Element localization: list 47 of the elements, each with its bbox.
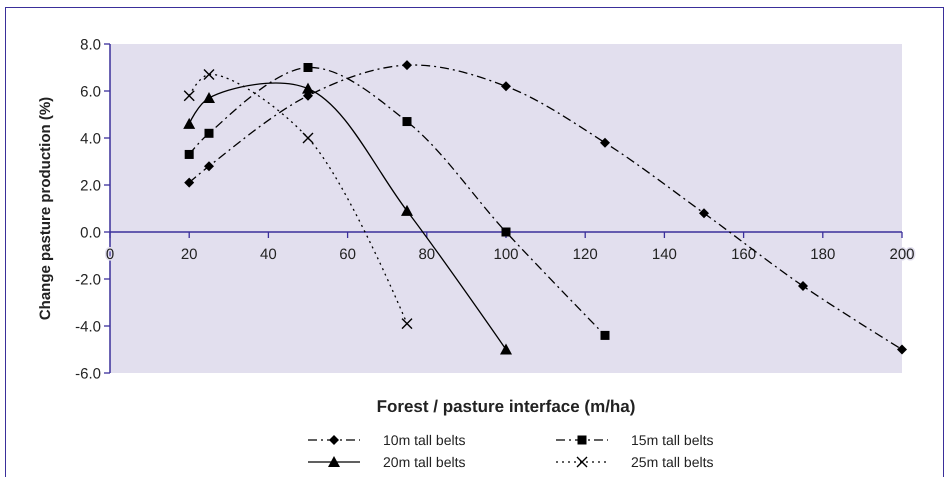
x-axis-title: Forest / pasture interface (m/ha) — [376, 397, 636, 416]
legend-label: 10m tall belts — [383, 432, 466, 448]
point — [600, 138, 610, 148]
y-tick-label: 8.0 — [80, 36, 101, 54]
point — [203, 68, 215, 80]
point — [699, 208, 709, 218]
point — [302, 82, 314, 94]
x-tick-label: 80 — [418, 246, 436, 263]
point — [798, 281, 808, 292]
point — [502, 228, 510, 236]
x-tick-label: 160 — [731, 246, 756, 263]
point — [500, 344, 512, 354]
point — [184, 150, 194, 159]
point — [402, 60, 412, 70]
point — [203, 92, 215, 104]
x-tick-label: 180 — [810, 246, 836, 263]
y-tick-label: 6.0 — [80, 83, 101, 100]
point — [184, 90, 195, 102]
x-tick-label: 20 — [180, 246, 198, 263]
point — [401, 204, 413, 216]
legend-label: 20m tall belts — [383, 454, 466, 470]
point — [501, 81, 511, 92]
point — [184, 178, 194, 188]
y-tick-label: -6.0 — [75, 365, 101, 382]
y-tick-label: 2.0 — [80, 177, 101, 194]
y-tick-label: 0.0 — [80, 224, 101, 242]
point — [402, 117, 412, 126]
x-tick-label: 120 — [572, 246, 598, 263]
point — [600, 330, 610, 340]
y-tick-label: -2.0 — [75, 271, 101, 288]
y-tick-label: -4.0 — [75, 318, 101, 336]
y-tick-label: 4.0 — [80, 130, 101, 148]
point — [302, 132, 314, 144]
legend-label: 25m tall belts — [631, 454, 714, 470]
point — [204, 161, 214, 172]
x-tick-label: 100 — [493, 246, 519, 263]
point — [401, 318, 413, 330]
x-tick-label: 40 — [260, 246, 277, 263]
point — [204, 128, 214, 138]
x-tick-label: 200 — [889, 246, 915, 263]
x-tick-label: 140 — [652, 246, 677, 263]
point — [897, 344, 907, 354]
y-axis-title: Change pasture production (%) — [37, 96, 54, 320]
legend-label: 15m tall belts — [631, 432, 714, 448]
point — [183, 118, 196, 129]
x-tick-label: 60 — [339, 246, 356, 263]
point — [304, 63, 312, 72]
